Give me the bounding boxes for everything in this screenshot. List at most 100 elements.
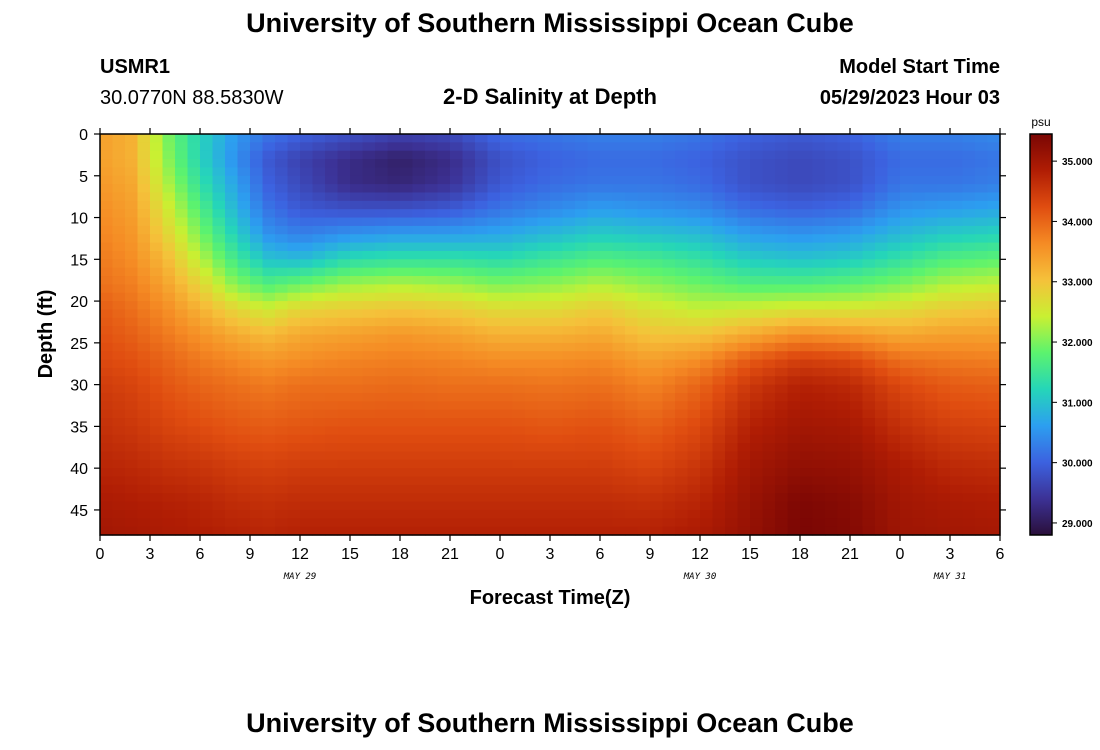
heat-cell xyxy=(825,334,839,344)
heat-cell xyxy=(175,459,189,469)
heat-cell xyxy=(625,309,639,319)
heat-cell xyxy=(500,384,514,394)
heat-cell xyxy=(325,184,339,194)
heat-cell xyxy=(550,184,564,194)
heat-cell xyxy=(475,384,489,394)
heat-cell xyxy=(175,250,189,260)
heat-cell xyxy=(975,367,989,377)
heat-cell xyxy=(600,409,614,419)
heat-cell xyxy=(637,518,651,528)
heat-cell xyxy=(812,367,826,377)
heat-cell xyxy=(400,484,414,494)
heat-cell xyxy=(250,317,264,327)
heat-cell xyxy=(400,459,414,469)
heat-cell xyxy=(262,250,276,260)
heat-cell xyxy=(587,159,601,169)
heat-cell xyxy=(150,250,164,260)
heat-cell xyxy=(862,192,876,202)
heat-cell xyxy=(950,192,964,202)
heat-cell xyxy=(237,209,251,219)
heat-cell xyxy=(375,409,389,419)
heat-cell xyxy=(962,134,976,143)
heat-cell xyxy=(362,292,376,302)
heat-cell xyxy=(725,476,739,486)
heat-cell xyxy=(175,443,189,453)
heat-cell xyxy=(400,292,414,302)
heat-cell xyxy=(712,184,726,194)
heat-cell xyxy=(625,434,639,444)
heat-cell xyxy=(950,317,964,327)
heat-cell xyxy=(962,192,976,202)
heat-cell xyxy=(425,418,439,427)
heat-cell xyxy=(925,250,939,260)
heat-cell xyxy=(975,392,989,402)
heat-cell xyxy=(787,200,801,210)
heat-cell xyxy=(175,401,189,411)
heat-cell xyxy=(500,242,514,252)
heat-cell xyxy=(712,334,726,344)
heat-cell xyxy=(500,184,514,194)
heat-cell xyxy=(187,468,201,478)
heat-cell xyxy=(437,209,451,219)
heat-cell xyxy=(862,501,876,511)
heat-cell xyxy=(862,301,876,311)
heat-cell xyxy=(350,250,364,260)
heat-cell xyxy=(337,518,351,528)
heat-cell xyxy=(700,292,714,302)
heat-cell xyxy=(750,317,764,327)
heat-cell xyxy=(425,501,439,511)
heat-cell xyxy=(912,384,926,394)
heat-cell xyxy=(262,284,276,294)
heat-cell xyxy=(325,384,339,394)
heat-cell xyxy=(887,409,901,419)
heat-cell xyxy=(312,192,326,202)
heat-cell xyxy=(525,351,539,361)
heat-cell xyxy=(925,518,939,528)
heat-cell xyxy=(662,284,676,294)
heat-cell xyxy=(412,334,426,344)
heat-cell xyxy=(800,426,814,436)
heat-cell xyxy=(250,484,264,494)
heat-cell xyxy=(300,292,314,302)
heat-cell xyxy=(875,192,889,202)
heat-cell xyxy=(250,451,264,461)
heat-cell xyxy=(862,250,876,260)
heat-cell xyxy=(562,267,576,277)
heat-cell xyxy=(225,526,239,536)
heat-cell xyxy=(475,276,489,285)
heat-cell xyxy=(112,509,126,519)
heat-cell xyxy=(700,334,714,344)
heat-cell xyxy=(887,292,901,302)
heat-cell xyxy=(250,359,264,369)
heat-cell xyxy=(287,326,301,336)
heat-cell xyxy=(837,443,851,453)
heat-cell xyxy=(250,434,264,444)
heat-cell xyxy=(850,476,864,486)
heat-cell xyxy=(837,209,851,219)
heat-cell xyxy=(575,175,589,185)
heat-cell xyxy=(925,459,939,469)
heat-cell xyxy=(637,384,651,394)
heat-cell xyxy=(662,376,676,386)
x-tick-label: 15 xyxy=(341,546,359,563)
heat-cell xyxy=(837,459,851,469)
heat-cell xyxy=(600,426,614,436)
heat-cell xyxy=(875,276,889,285)
heat-cell xyxy=(175,376,189,386)
heat-cell xyxy=(887,134,901,143)
heat-cell xyxy=(612,192,626,202)
heat-cell xyxy=(300,267,314,277)
heat-cell xyxy=(125,359,139,369)
heat-cell xyxy=(437,150,451,160)
heat-cell xyxy=(637,367,651,377)
heat-cell xyxy=(262,509,276,519)
heat-cell xyxy=(775,459,789,469)
heat-cell xyxy=(887,451,901,461)
heat-cell xyxy=(987,376,1001,386)
heat-cell xyxy=(275,493,289,503)
heat-cell xyxy=(150,175,164,185)
heat-cell xyxy=(450,418,464,427)
heat-cell xyxy=(225,200,239,210)
heat-cell xyxy=(812,267,826,277)
heat-cell xyxy=(975,326,989,336)
